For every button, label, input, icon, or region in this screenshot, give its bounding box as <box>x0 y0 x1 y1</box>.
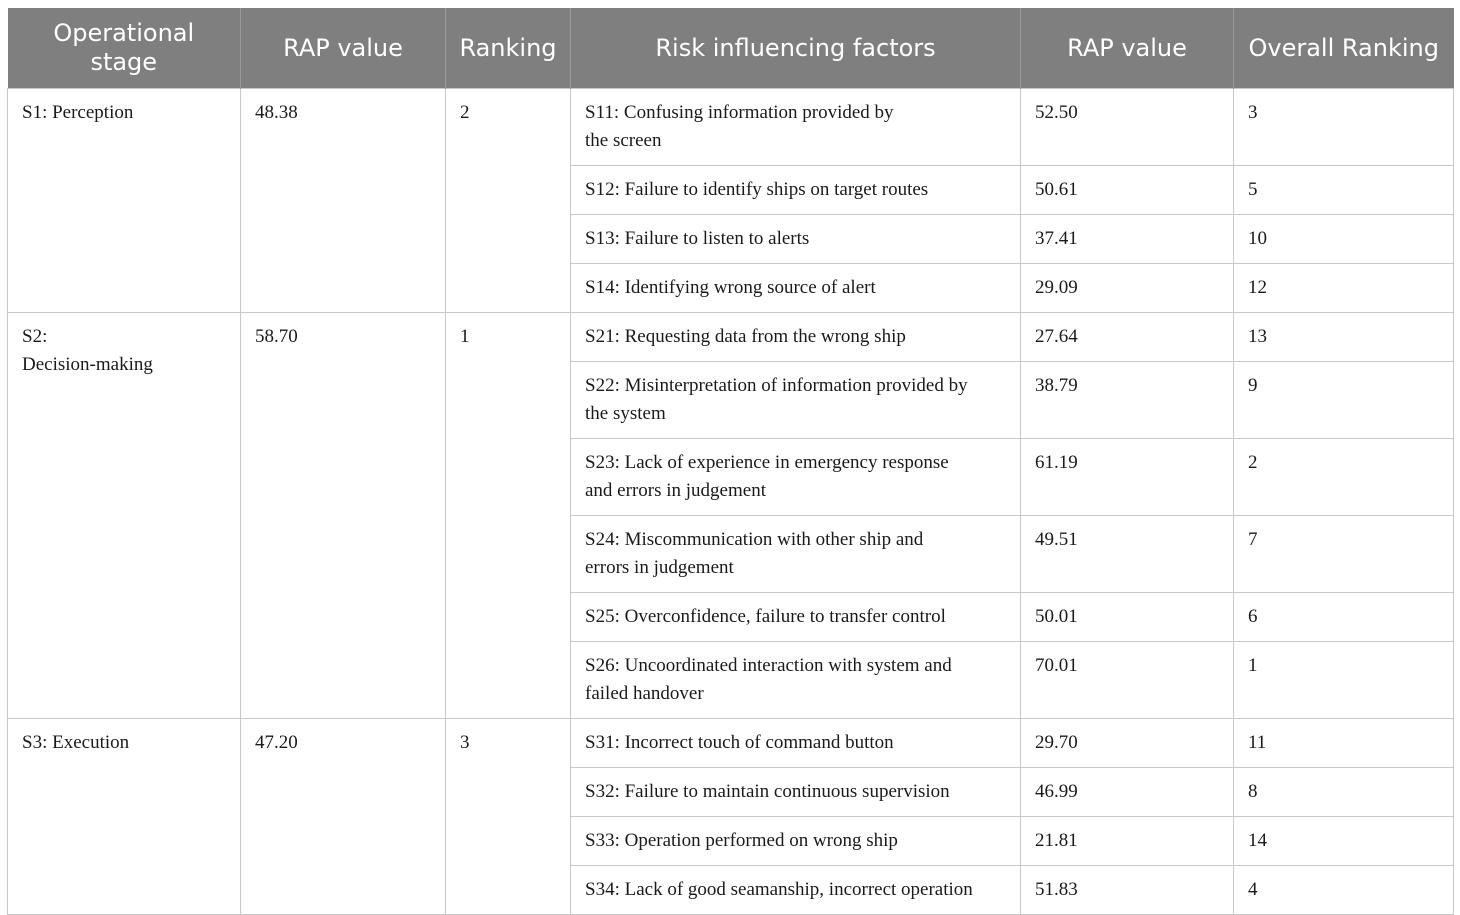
stage-rap-value: 47.20 <box>240 718 446 915</box>
factor-label-line2: the system <box>585 403 666 424</box>
factor-rap-value: 51.83 <box>1020 865 1234 915</box>
factor-overall-ranking: 1 <box>1233 641 1454 719</box>
factor-cell: S13: Failure to listen to alerts <box>570 214 1021 264</box>
stage-label: S3: Execution <box>22 732 130 753</box>
factor-rap-value: 38.79 <box>1020 361 1234 439</box>
factor-cell: S31: Incorrect touch of command button <box>570 718 1021 768</box>
factor-overall-ranking: 6 <box>1233 592 1454 642</box>
factor-cell: S23: Lack of experience in emergency res… <box>570 438 1021 516</box>
factor-label-line2: failed handover <box>585 683 704 704</box>
factor-cell: S25: Overconfidence, failure to transfer… <box>570 592 1021 642</box>
table-row: S34: Lack of good seamanship, incorrect … <box>8 865 1454 915</box>
stage-label-line2: Decision-making <box>22 354 153 375</box>
stage-rap-value: 48.38 <box>240 88 446 313</box>
factor-overall-ranking: 12 <box>1233 263 1454 313</box>
table-row: S25: Overconfidence, failure to transfer… <box>8 592 1454 642</box>
factor-label: S11: Confusing information provided by <box>585 102 894 123</box>
stage-label: S2: <box>22 326 48 347</box>
factor-label-line2: the screen <box>585 130 662 151</box>
factor-cell: S14: Identifying wrong source of alert <box>570 263 1021 313</box>
factor-cell: S11: Confusing information provided by t… <box>570 88 1021 166</box>
header-stage-line1: Operational <box>53 19 195 47</box>
table-row: S12: Failure to identify ships on target… <box>8 165 1454 215</box>
factor-cell: S24: Miscommunication with other ship an… <box>570 515 1021 593</box>
factor-overall-ranking: 7 <box>1233 515 1454 593</box>
factor-rap-value: 70.01 <box>1020 641 1234 719</box>
factor-cell: S12: Failure to identify ships on target… <box>570 165 1021 215</box>
table-row: S14: Identifying wrong source of alert 2… <box>8 263 1454 313</box>
factor-overall-ranking: 11 <box>1233 718 1454 768</box>
factor-rap-value: 46.99 <box>1020 767 1234 817</box>
header-risk-factors: Risk influencing factors <box>570 8 1021 89</box>
table-row: S26: Uncoordinated interaction with syst… <box>8 641 1454 719</box>
stage-cell: S2: Decision-making <box>7 312 241 719</box>
risk-table: Operational stage RAP value Ranking Risk… <box>7 8 1454 915</box>
factor-label: S26: Uncoordinated interaction with syst… <box>585 655 952 676</box>
factor-label: S22: Misinterpretation of information pr… <box>585 375 968 396</box>
factor-rap-value: 61.19 <box>1020 438 1234 516</box>
factor-rap-value: 50.01 <box>1020 592 1234 642</box>
table-row: S23: Lack of experience in emergency res… <box>8 438 1454 516</box>
stage-label: S1: Perception <box>22 102 134 123</box>
table-row: S3: Execution 47.20 3 S31: Incorrect tou… <box>7 718 1454 915</box>
stage-ranking: 1 <box>445 312 571 719</box>
factor-overall-ranking: 13 <box>1233 312 1454 362</box>
header-stage-rap-value: RAP value <box>240 8 446 89</box>
factor-overall-ranking: 5 <box>1233 165 1454 215</box>
table-row: S24: Miscommunication with other ship an… <box>8 515 1454 593</box>
factor-overall-ranking: 4 <box>1233 865 1454 915</box>
factor-cell: S33: Operation performed on wrong ship <box>570 816 1021 866</box>
header-operational-stage: Operational stage <box>7 8 241 89</box>
factor-cell: S34: Lack of good seamanship, incorrect … <box>570 865 1021 915</box>
stage-cell: S3: Execution <box>7 718 241 915</box>
factor-cell: S32: Failure to maintain continuous supe… <box>570 767 1021 817</box>
factor-rap-value: 49.51 <box>1020 515 1234 593</box>
factor-rap-value: 52.50 <box>1020 88 1234 166</box>
factor-label-line2: and errors in judgement <box>585 480 766 501</box>
factor-rap-value: 29.09 <box>1020 263 1234 313</box>
table-row: S1: Perception 48.38 2 S11: Confusing in… <box>7 88 1454 313</box>
factor-label-line2: errors in judgement <box>585 557 734 578</box>
risk-table-container: Operational stage RAP value Ranking Risk… <box>7 8 1454 915</box>
header-overall-ranking: Overall Ranking <box>1233 8 1454 89</box>
factor-overall-ranking: 8 <box>1233 767 1454 817</box>
factor-label: S23: Lack of experience in emergency res… <box>585 452 949 473</box>
factor-overall-ranking: 3 <box>1233 88 1454 166</box>
factor-overall-ranking: 2 <box>1233 438 1454 516</box>
header-factor-rap-value: RAP value <box>1020 8 1234 89</box>
factor-label: S24: Miscommunication with other ship an… <box>585 529 924 550</box>
factor-cell: S22: Misinterpretation of information pr… <box>570 361 1021 439</box>
factor-overall-ranking: 9 <box>1233 361 1454 439</box>
factor-cell: S26: Uncoordinated interaction with syst… <box>570 641 1021 719</box>
factor-rap-value: 50.61 <box>1020 165 1234 215</box>
factor-cell: S21: Requesting data from the wrong ship <box>570 312 1021 362</box>
factor-rap-value: 29.70 <box>1020 718 1234 768</box>
factor-rap-value: 37.41 <box>1020 214 1234 264</box>
table-row: S2: Decision-making 58.70 1 S21: Request… <box>7 312 1454 719</box>
factor-rap-value: 27.64 <box>1020 312 1234 362</box>
stage-ranking: 2 <box>445 88 571 313</box>
stage-cell: S1: Perception <box>7 88 241 313</box>
header-row: Operational stage RAP value Ranking Risk… <box>7 8 1454 89</box>
header-ranking: Ranking <box>445 8 571 89</box>
stage-ranking: 3 <box>445 718 571 915</box>
header-stage-line2: stage <box>90 48 158 76</box>
stage-rap-value: 58.70 <box>240 312 446 719</box>
factor-rap-value: 21.81 <box>1020 816 1234 866</box>
table-row: S33: Operation performed on wrong ship 2… <box>8 816 1454 866</box>
factor-overall-ranking: 10 <box>1233 214 1454 264</box>
factor-overall-ranking: 14 <box>1233 816 1454 866</box>
table-row: S22: Misinterpretation of information pr… <box>8 361 1454 439</box>
